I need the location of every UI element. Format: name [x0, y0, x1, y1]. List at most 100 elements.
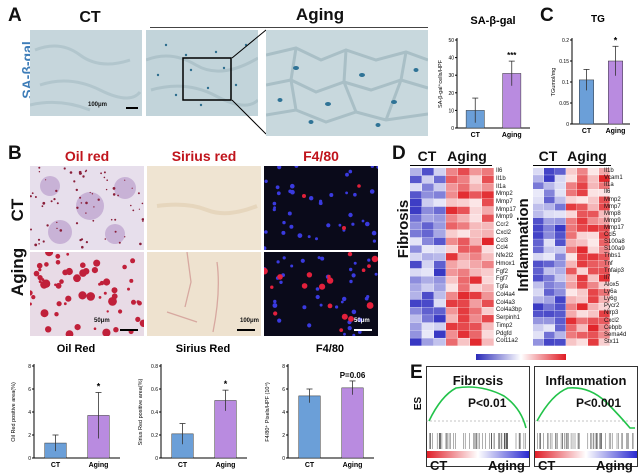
gene-label: Serpinh1 — [496, 315, 521, 321]
oil-red-chart: Oil Red 0 2 4 6 8 Oil Red positive area(%) CT Ag… — [11, 343, 120, 469]
f4-80-header: F4/80 — [303, 148, 339, 164]
heatmap-color-scale — [476, 354, 566, 360]
sa-b-gal-y-axis-label: SA-β-gal⁺cells/HPF — [437, 59, 444, 108]
sa-b-gal-zoom-image — [266, 30, 428, 136]
sirius-red-significance: * — [224, 379, 228, 389]
panel-a-scale-label: 100μm — [88, 102, 108, 108]
oil-red-y-axis-label: Oil Red positive area(%) — [11, 382, 17, 442]
f4-80-chart: F4/80 0 2 4 6 8 F4/80⁺ Pixels/HPF (10⁴) CT Aging… — [264, 343, 374, 469]
gene-label: Il6 — [496, 168, 503, 174]
gene-label: Ccl4 — [496, 245, 509, 252]
gene-label: Mmp2 — [496, 191, 513, 198]
gene-label: Mmp7 — [604, 203, 621, 210]
sirius-red-title: Sirius Red — [176, 343, 230, 355]
gene-label: Sema4d — [604, 331, 627, 338]
sirius-red-y-tick-label: 0.6 — [151, 387, 158, 393]
inflammation-group-line — [533, 165, 611, 166]
gene-label: Il1a — [604, 182, 614, 189]
gene-label: Ccr2 — [496, 222, 509, 229]
f4-80-bar-ct — [298, 395, 321, 459]
tg-y-tick-label: 0 — [566, 122, 569, 128]
f4-80-aging-image — [264, 252, 378, 336]
es-axis-label: ES — [413, 396, 425, 411]
f4-80-y-tick-label: 0 — [282, 456, 285, 462]
inflammation-ct-header: CT — [538, 148, 558, 164]
fibrosis-gsea-title: Fibrosis — [452, 373, 504, 388]
inflammation-gsea-title: Inflammation — [545, 373, 627, 388]
fibrosis-ct-header: CT — [417, 148, 437, 164]
f4-80-y-tick-label: 8 — [282, 364, 285, 370]
sa-b-gal-y-tick-label: 30 — [448, 73, 454, 79]
f4-80-y-axis-label: F4/80⁺ Pixels/HPF (10⁴) — [264, 382, 271, 442]
fibrosis-group-line — [410, 165, 492, 166]
gene-label: Mmp7 — [496, 199, 513, 205]
f4-80-significance: P=0.06 — [340, 371, 366, 380]
fibrosis-gene-list: Il6 Il1b Il1a Mmp2 Mmp7 Mmp17 Mmp9 Ccr2 Cxcl2 Ccl… — [496, 168, 532, 346]
sirius-red-x-tick-label: CT — [178, 462, 188, 469]
gene-label: Ly6a — [604, 289, 617, 295]
gene-label: Mmp9 — [496, 214, 513, 221]
oil-red-x-tick-label: Aging — [89, 462, 109, 469]
enrichment-score-curve — [428, 386, 527, 429]
sirius-red-y-tick-label: 0.8 — [151, 364, 158, 370]
gene-label: Mmp9 — [604, 217, 621, 224]
gene-label: Col11a2 — [496, 338, 518, 345]
sa-b-gal-y-tick-label: 0 — [451, 126, 454, 132]
gene-label: Nlrp3 — [604, 310, 619, 317]
gene-label: Thbs1 — [604, 253, 621, 260]
inflammation-gsea-left-label: CT — [538, 458, 556, 473]
sirius-red-y-tick-label: 0.4 — [151, 410, 158, 416]
tg-x-tick-label: Aging — [606, 128, 626, 135]
oil-red-title: Oil Red — [57, 343, 96, 355]
f4-80-y-tick-label: 4 — [282, 410, 285, 416]
gene-label: Ly6g — [604, 296, 617, 303]
sa-b-gal-significance: *** — [507, 51, 517, 60]
gene-label: Fgf7 — [496, 276, 509, 283]
sa-b-gal-chart: SA-β-gal 0 10 20 30 40 50 SA-β-gal⁺cells/HPF CT A… — [437, 15, 530, 139]
sirius-red-header: Sirius red — [171, 148, 237, 164]
gene-label: Timp2 — [496, 322, 513, 329]
gene-label: Ccl5 — [604, 232, 617, 239]
inflammation-gsea-plot — [534, 366, 638, 467]
inflammation-heatmap — [533, 168, 610, 346]
oil-red-significance: * — [97, 381, 101, 391]
tg-y-tick-label: 0.15 — [559, 59, 569, 65]
oil-red-y-tick-label: 6 — [28, 387, 31, 393]
gene-label: S100a9 — [604, 246, 625, 253]
gene-label: Stx11 — [604, 338, 619, 345]
gene-label: Cxcl2 — [604, 317, 620, 324]
sa-b-gal-y-tick-label: 40 — [448, 56, 454, 62]
panel-b-letter: B — [8, 143, 22, 164]
inflammation-gsea-p: P<0.001 — [576, 396, 622, 410]
sa-b-gal-y-tick-label: 20 — [448, 91, 454, 97]
f4-80-y-tick-label: 2 — [282, 433, 285, 439]
gene-label: Mmp2 — [604, 196, 621, 203]
sa-b-gal-y-tick-label: 50 — [448, 38, 454, 44]
oil-red-header: Oil red — [64, 148, 110, 164]
panel-d-letter: D — [392, 143, 406, 164]
fibrosis-gsea-right-label: Aging — [488, 458, 525, 473]
gene-label: Il1b — [604, 168, 614, 174]
inflammation-side-title: Inflammation — [515, 198, 532, 292]
sa-b-gal-title: SA-β-gal — [470, 15, 515, 27]
f4-80-bar-aging — [341, 387, 364, 459]
f4-80-title: F4/80 — [316, 343, 344, 355]
ranked-gene-gradient — [535, 451, 637, 458]
gene-label: Cxcl2 — [496, 229, 512, 236]
oil-red-x-tick-label: CT — [51, 462, 61, 469]
tg-y-tick-label: 0.2 — [562, 38, 569, 44]
tg-y-tick-label: 0.1 — [562, 80, 569, 86]
sirius-red-x-tick-label: Aging — [216, 462, 236, 469]
oil-red-scale-label: 50μm — [94, 318, 110, 324]
sirius-red-y-axis-label: Sirius Red positive area(%) — [138, 379, 144, 446]
gene-label: Mmp17 — [604, 225, 625, 231]
oil-red-y-tick-label: 2 — [28, 433, 31, 439]
panel-c-letter: C — [540, 5, 554, 26]
sirius-red-chart: Sirius Red 0 0.2 0.4 0.6 0.8 Sirius Red positi… — [138, 343, 247, 469]
tg-chart: TG 0 0.05 0.1 0.15 0.2 TGumol/mg CT Aging * — [551, 14, 630, 135]
gene-label: Fgf2 — [496, 268, 509, 275]
sirius-red-aging-image — [147, 252, 261, 336]
tg-x-tick-label: CT — [582, 128, 592, 135]
gene-label: Alox5 — [604, 281, 620, 288]
sirius-red-scale-label: 100μm — [240, 318, 260, 324]
